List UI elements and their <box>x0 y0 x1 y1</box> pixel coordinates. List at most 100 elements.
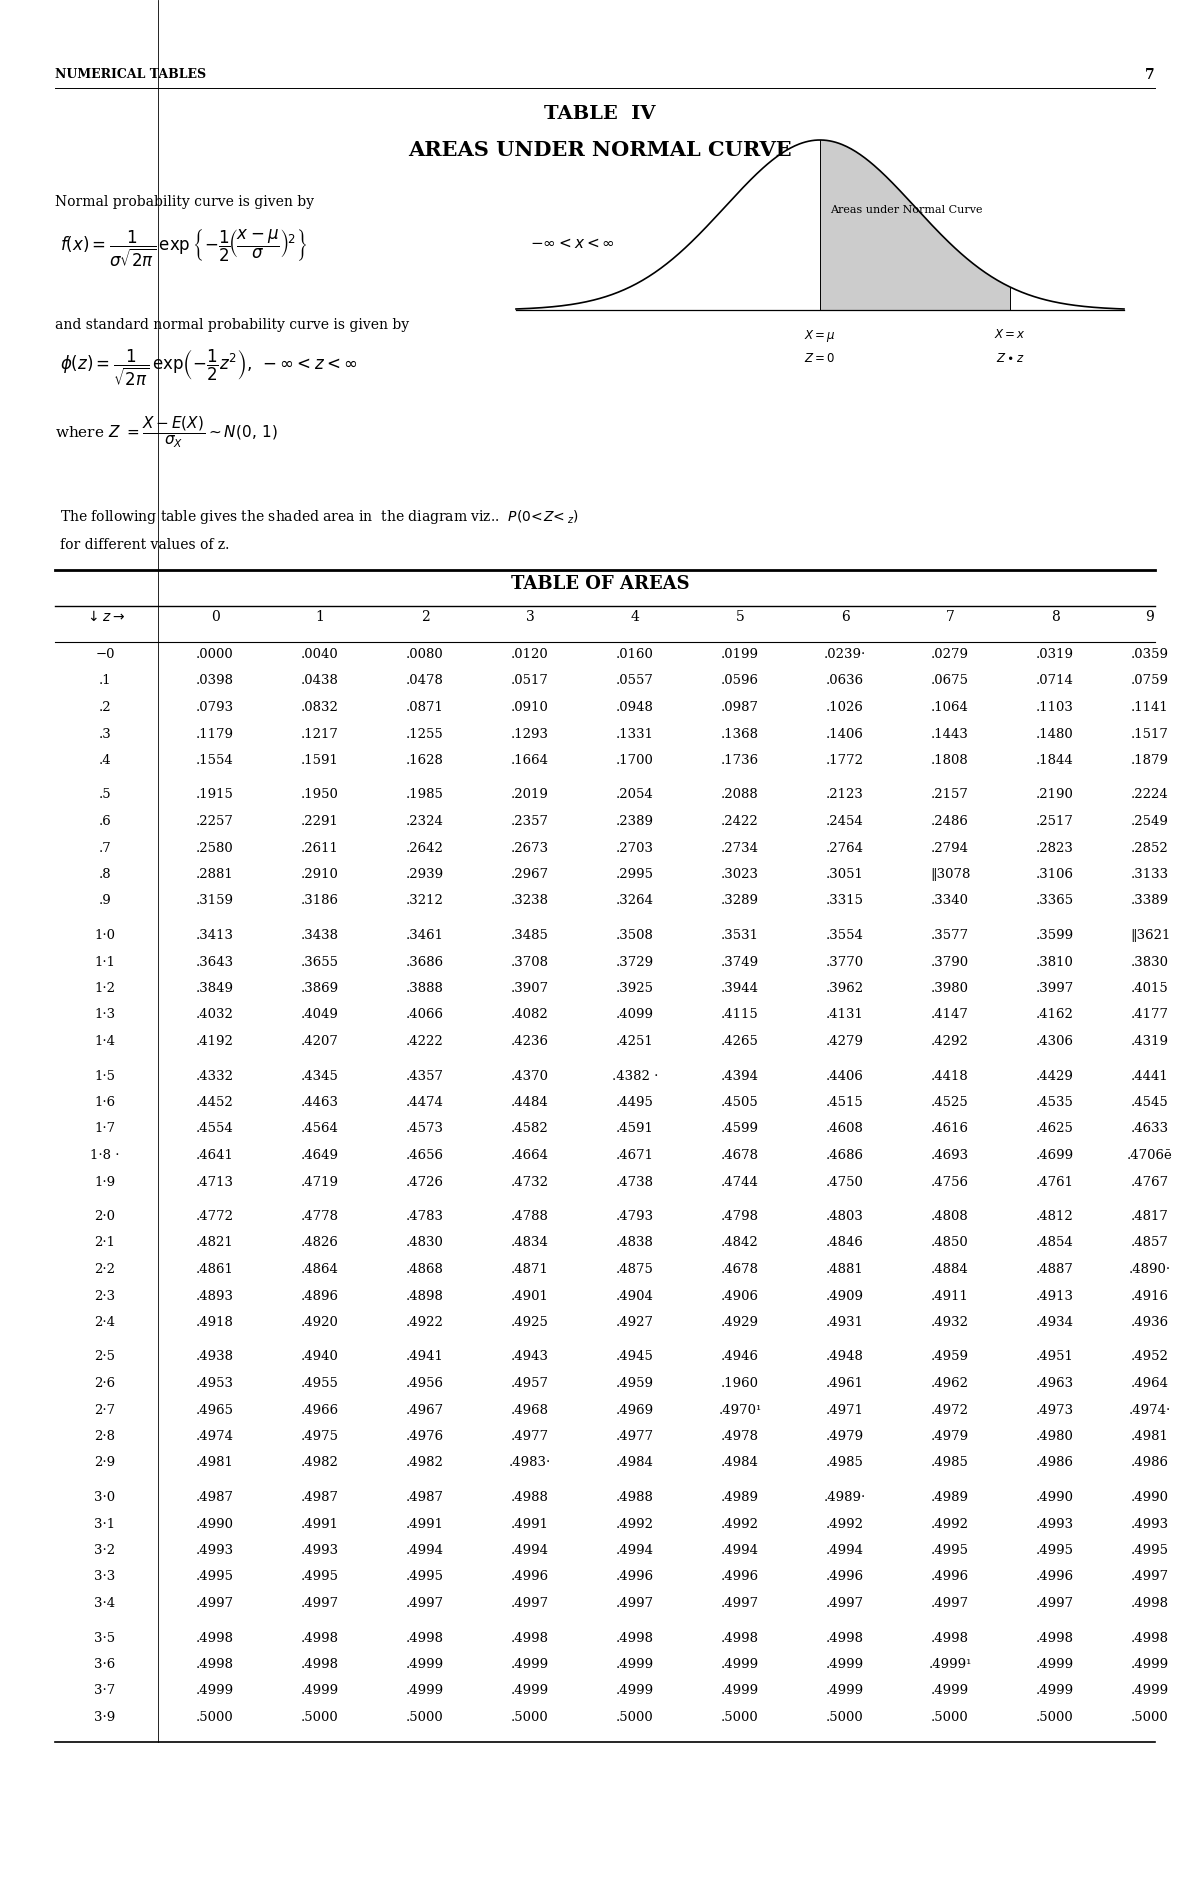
Text: .0832: .0832 <box>301 701 338 714</box>
Text: .4: .4 <box>98 754 112 768</box>
Text: .4994: .4994 <box>511 1545 550 1556</box>
Text: .0517: .0517 <box>511 674 548 688</box>
Text: .4932: .4932 <box>931 1317 970 1328</box>
Text: .4996: .4996 <box>931 1571 970 1583</box>
Text: .4798: .4798 <box>721 1210 760 1224</box>
Text: .2324: .2324 <box>406 815 444 828</box>
Text: .4999: .4999 <box>1130 1659 1169 1670</box>
Text: .1772: .1772 <box>826 754 864 768</box>
Text: .4857: .4857 <box>1132 1237 1169 1250</box>
Text: .4999: .4999 <box>721 1685 760 1697</box>
Text: .4591: .4591 <box>616 1123 654 1136</box>
Text: .7: .7 <box>98 842 112 855</box>
Text: .4713: .4713 <box>196 1176 234 1189</box>
Text: .4871: .4871 <box>511 1264 548 1277</box>
Text: 0: 0 <box>211 610 220 623</box>
Text: .9: .9 <box>98 895 112 908</box>
Text: .5000: .5000 <box>196 1712 234 1723</box>
Text: 2·5: 2·5 <box>95 1351 115 1364</box>
Text: 5: 5 <box>736 610 744 623</box>
Text: .4999: .4999 <box>826 1685 864 1697</box>
Text: 2·6: 2·6 <box>95 1378 115 1391</box>
Text: .4898: .4898 <box>406 1290 444 1303</box>
Text: .2823: .2823 <box>1036 842 1074 855</box>
Text: .0675: .0675 <box>931 674 970 688</box>
Text: .1064: .1064 <box>931 701 968 714</box>
Text: .0160: .0160 <box>616 648 654 661</box>
Text: .4505: .4505 <box>721 1096 758 1110</box>
Text: .4959: .4959 <box>931 1351 970 1364</box>
Text: .2734: .2734 <box>721 842 760 855</box>
Text: .0279: .0279 <box>931 648 970 661</box>
Text: .4998: .4998 <box>1132 1598 1169 1609</box>
Text: .4966: .4966 <box>301 1404 340 1417</box>
Text: TABLE  IV: TABLE IV <box>545 104 655 124</box>
Text: .4901: .4901 <box>511 1290 548 1303</box>
Text: .4441: .4441 <box>1132 1070 1169 1083</box>
Text: .4931: .4931 <box>826 1317 864 1328</box>
Text: .4893: .4893 <box>196 1290 234 1303</box>
Text: .4999: .4999 <box>196 1685 234 1697</box>
Text: 1·8 ·: 1·8 · <box>90 1150 120 1163</box>
Text: .4909: .4909 <box>826 1290 864 1303</box>
Text: .4808: .4808 <box>931 1210 968 1224</box>
Text: .3729: .3729 <box>616 956 654 969</box>
Text: .4484: .4484 <box>511 1096 548 1110</box>
Text: .1103: .1103 <box>1036 701 1074 714</box>
Text: .0948: .0948 <box>616 701 654 714</box>
Text: .4994: .4994 <box>406 1545 444 1556</box>
Text: .4830: .4830 <box>406 1237 444 1250</box>
Text: .4726: .4726 <box>406 1176 444 1189</box>
Text: 2·0: 2·0 <box>95 1210 115 1224</box>
Text: .4938: .4938 <box>196 1351 234 1364</box>
Text: Areas under Normal Curve: Areas under Normal Curve <box>830 205 983 215</box>
Text: .3708: .3708 <box>511 956 550 969</box>
Text: .4913: .4913 <box>1036 1290 1074 1303</box>
Text: 2·8: 2·8 <box>95 1431 115 1442</box>
Text: 3·1: 3·1 <box>95 1518 115 1531</box>
Text: .4999: .4999 <box>1130 1685 1169 1697</box>
Text: .4838: .4838 <box>616 1237 654 1250</box>
Text: $X=\mu$: $X=\mu$ <box>804 329 836 344</box>
Text: .1591: .1591 <box>301 754 338 768</box>
Text: .3: .3 <box>98 728 112 741</box>
Text: .4864: .4864 <box>301 1264 338 1277</box>
Text: .4999: .4999 <box>406 1685 444 1697</box>
Text: .1808: .1808 <box>931 754 968 768</box>
Text: .4370: .4370 <box>511 1070 550 1083</box>
Text: .1664: .1664 <box>511 754 550 768</box>
Text: .4641: .4641 <box>196 1150 234 1163</box>
Text: .3438: .3438 <box>301 929 340 942</box>
Text: .4961: .4961 <box>826 1378 864 1391</box>
Text: .3810: .3810 <box>1036 956 1074 969</box>
Text: 3·7: 3·7 <box>95 1685 115 1697</box>
Text: 3·2: 3·2 <box>95 1545 115 1556</box>
Text: .6: .6 <box>98 815 112 828</box>
Text: .4812: .4812 <box>1036 1210 1074 1224</box>
Text: .0596: .0596 <box>721 674 760 688</box>
Text: .2019: .2019 <box>511 788 548 802</box>
Text: The following table gives the shaded area in  the diagram viz..  $P(0\!<\!Z\!<_z: The following table gives the shaded are… <box>60 507 580 526</box>
Text: .1217: .1217 <box>301 728 338 741</box>
Text: 3·0: 3·0 <box>95 1492 115 1505</box>
Text: .4983·: .4983· <box>509 1457 551 1469</box>
Text: .4162: .4162 <box>1036 1009 1074 1022</box>
Text: .2967: .2967 <box>511 868 550 882</box>
Text: .2764: .2764 <box>826 842 864 855</box>
Text: .2517: .2517 <box>1036 815 1074 828</box>
Text: 4: 4 <box>630 610 640 623</box>
Text: .0910: .0910 <box>511 701 548 714</box>
Text: .4963: .4963 <box>1036 1378 1074 1391</box>
Text: .4049: .4049 <box>301 1009 338 1022</box>
Text: .4599: .4599 <box>721 1123 760 1136</box>
Text: .4996: .4996 <box>721 1571 760 1583</box>
Text: .4783: .4783 <box>406 1210 444 1224</box>
Text: $Z=0$: $Z=0$ <box>804 352 835 365</box>
Text: .2703: .2703 <box>616 842 654 855</box>
Text: .4279: .4279 <box>826 1036 864 1049</box>
Text: .4817: .4817 <box>1132 1210 1169 1224</box>
Text: .4906: .4906 <box>721 1290 760 1303</box>
Text: for different values of z.: for different values of z. <box>60 538 229 553</box>
Text: .3389: .3389 <box>1130 895 1169 908</box>
Text: .4850: .4850 <box>931 1237 968 1250</box>
